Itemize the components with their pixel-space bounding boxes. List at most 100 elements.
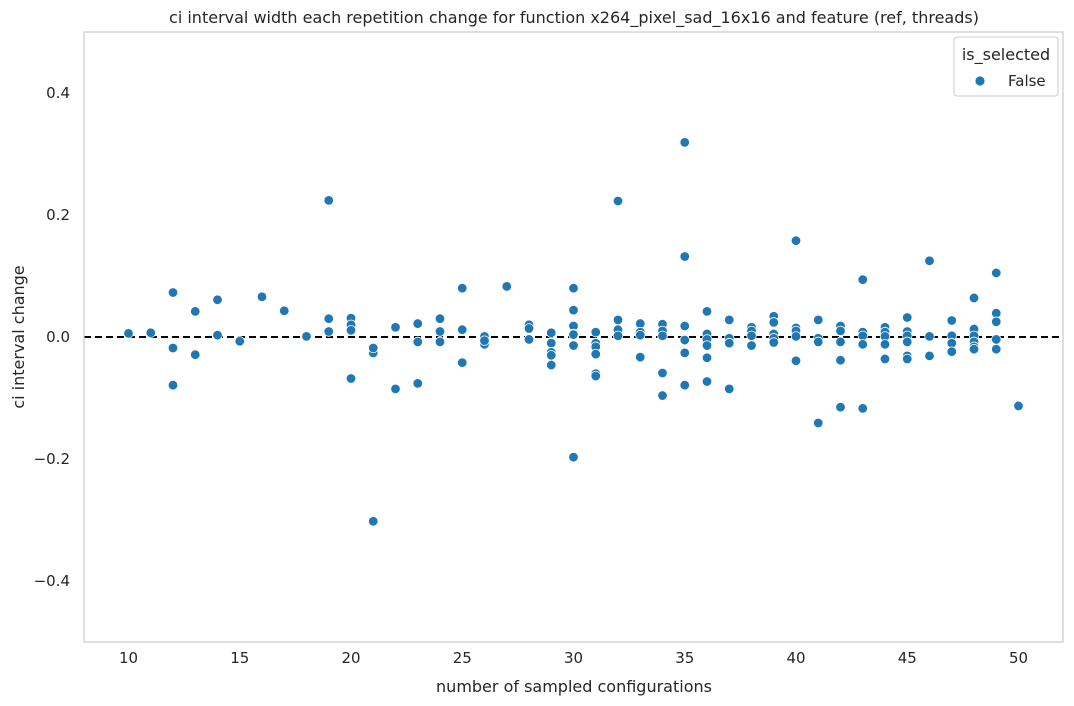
data-point	[902, 312, 913, 323]
y-axis-title: ci interval change	[9, 265, 28, 408]
data-point	[679, 137, 690, 148]
data-point	[879, 353, 891, 365]
data-point	[212, 329, 223, 341]
data-point	[457, 324, 468, 335]
data-point	[835, 325, 846, 337]
plot-area	[84, 137, 1063, 527]
y-tick-label: −0.4	[34, 572, 70, 590]
data-point	[368, 342, 379, 354]
data-point	[813, 336, 824, 348]
data-point	[568, 451, 579, 463]
data-point	[546, 327, 557, 338]
data-point	[323, 195, 334, 206]
data-point	[968, 292, 980, 304]
x-tick-label: 45	[898, 649, 917, 667]
data-point	[390, 322, 401, 333]
data-point	[501, 281, 512, 292]
data-point	[790, 331, 802, 342]
data-point	[746, 330, 757, 341]
x-tick-label: 10	[119, 649, 138, 667]
data-point	[902, 353, 913, 365]
data-point	[835, 336, 846, 348]
y-axis-ticks: −0.4 −0.2 0.0 0.2 0.4	[34, 84, 70, 590]
data-point	[546, 350, 557, 361]
data-point	[546, 359, 557, 371]
data-point	[835, 354, 846, 366]
data-point	[657, 367, 668, 379]
data-point	[813, 314, 824, 326]
data-point	[924, 331, 935, 342]
data-point	[724, 314, 735, 326]
data-point	[434, 326, 446, 337]
data-point	[279, 305, 290, 316]
data-point	[145, 327, 156, 338]
data-point	[790, 235, 802, 246]
data-point	[679, 379, 690, 391]
data-point	[635, 351, 646, 363]
data-point	[434, 313, 446, 324]
data-point	[412, 378, 423, 389]
data-point	[457, 283, 468, 294]
data-point	[902, 336, 913, 348]
data-point	[701, 306, 713, 317]
x-tick-label: 40	[786, 649, 805, 667]
x-tick-label: 35	[675, 649, 694, 667]
legend: is_selected False	[953, 36, 1059, 97]
y-tick-label: 0.2	[46, 206, 70, 224]
x-axis-ticks: 10 15 20 25 30 35 40 45 50	[119, 649, 1028, 667]
data-point	[679, 334, 690, 346]
data-point	[857, 339, 868, 350]
data-point	[701, 352, 713, 363]
data-point	[701, 376, 713, 387]
chart-title: ci interval width each repetition change…	[169, 8, 979, 28]
data-point	[612, 330, 624, 341]
data-point	[546, 337, 557, 349]
data-point	[857, 274, 868, 285]
data-point	[167, 287, 179, 298]
data-point	[635, 329, 646, 341]
data-point	[679, 251, 690, 262]
data-point	[523, 334, 535, 345]
data-point	[323, 313, 334, 324]
data-point	[991, 267, 1002, 279]
data-point	[724, 337, 735, 349]
data-point	[590, 370, 601, 382]
data-point	[991, 334, 1002, 345]
data-point	[924, 255, 935, 266]
data-point	[212, 294, 223, 305]
data-point	[190, 306, 201, 317]
data-point	[768, 337, 779, 348]
plot-frame	[83, 31, 1064, 643]
data-point	[523, 323, 535, 334]
data-point	[234, 336, 245, 347]
data-point	[590, 326, 601, 338]
data-point	[368, 516, 379, 527]
data-point	[790, 355, 802, 366]
data-point	[457, 357, 468, 368]
data-point	[879, 339, 891, 350]
data-point	[701, 340, 713, 351]
data-point	[568, 304, 579, 316]
data-point	[968, 344, 980, 355]
data-point	[190, 349, 201, 360]
y-tick-label: 0.0	[46, 328, 70, 346]
x-tick-label: 20	[341, 649, 360, 667]
data-point	[434, 336, 446, 348]
data-point	[568, 329, 579, 340]
data-point	[612, 195, 624, 207]
data-point	[568, 283, 579, 294]
data-point	[946, 315, 957, 326]
x-tick-label: 30	[564, 649, 583, 667]
data-point	[768, 317, 779, 328]
data-point	[679, 320, 690, 332]
data-point	[412, 336, 423, 348]
data-point	[256, 291, 268, 302]
data-point	[946, 346, 957, 357]
x-axis-title: number of sampled configurations	[436, 677, 712, 696]
data-point	[590, 348, 601, 360]
data-point	[991, 344, 1002, 355]
x-tick-label: 25	[453, 649, 472, 667]
data-point	[568, 340, 579, 351]
data-point	[991, 316, 1002, 327]
